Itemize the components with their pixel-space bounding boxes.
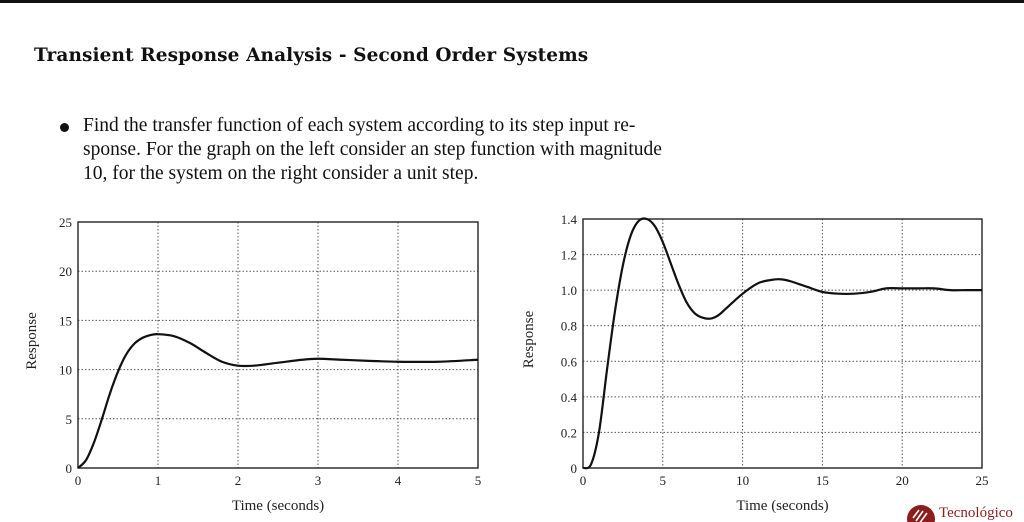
y-tick-label: 25: [59, 215, 72, 230]
y-tick-label: 0.8: [561, 319, 577, 334]
plot-frame: [77, 221, 479, 469]
logo-emblem-icon: [907, 505, 935, 522]
y-axis-label: Response: [521, 310, 537, 368]
y-tick-label: 0.4: [561, 390, 578, 405]
x-tick-label: 25: [976, 473, 989, 488]
plot-frame: [582, 218, 983, 469]
y-tick-label: 1.4: [561, 212, 578, 227]
chart-right: 0 5 10 15 20 25 0 0.2 0.4 0.6 0.8 1.0 1.2 1.4 Time (se…: [521, 212, 989, 514]
x-axis-label: Time (seconds): [232, 498, 324, 514]
chart-left: 0 1 2 3 4 5 0 5 10 15 20 25 Time (seconds) Response: [24, 215, 481, 514]
x-tick-label: 0: [580, 473, 587, 488]
y-tick-label: 0: [66, 461, 73, 476]
x-tick-label: 10: [736, 473, 749, 488]
x-tick-label: 0: [75, 473, 82, 488]
y-tick-label: 0.6: [561, 354, 578, 369]
y-tick-label: 1.2: [561, 248, 577, 263]
x-tick-label: 5: [475, 473, 482, 488]
bullet-line: Find the transfer function of each syste…: [83, 115, 636, 136]
x-tick-label: 4: [395, 473, 402, 488]
institution-logo: Tecnológico: [906, 503, 1024, 522]
y-tick-label: 5: [66, 412, 73, 427]
x-axis-label: Time (seconds): [736, 498, 828, 514]
y-tick-label: 0: [571, 461, 578, 476]
x-tick-label: 3: [315, 473, 322, 488]
y-tick-label: 1.0: [561, 283, 577, 298]
response-curve: [582, 217, 982, 470]
bullet-line: 10, for the system on the right consider…: [83, 163, 479, 184]
top-border: [0, 0, 1024, 3]
page-title: Transient Response Analysis - Second Ord…: [34, 45, 589, 66]
x-tick-label: 20: [896, 473, 909, 488]
x-tick-label: 2: [235, 473, 242, 488]
y-tick-label: 0.2: [561, 425, 577, 440]
response-curve: [77, 333, 479, 469]
bullet-text: Find the transfer function of each syste…: [83, 114, 733, 186]
logo-text: Tecnológico: [939, 505, 1013, 521]
y-tick-label: 20: [59, 264, 72, 279]
y-tick-label: 10: [59, 363, 72, 378]
x-tick-label: 5: [660, 473, 667, 488]
bullet-icon: [60, 123, 69, 132]
bullet-line: sponse. For the graph on the left consid…: [83, 139, 662, 160]
y-axis-label: Response: [24, 312, 40, 370]
x-tick-label: 15: [816, 473, 829, 488]
y-tick-label: 15: [59, 313, 72, 328]
x-tick-label: 1: [155, 473, 162, 488]
